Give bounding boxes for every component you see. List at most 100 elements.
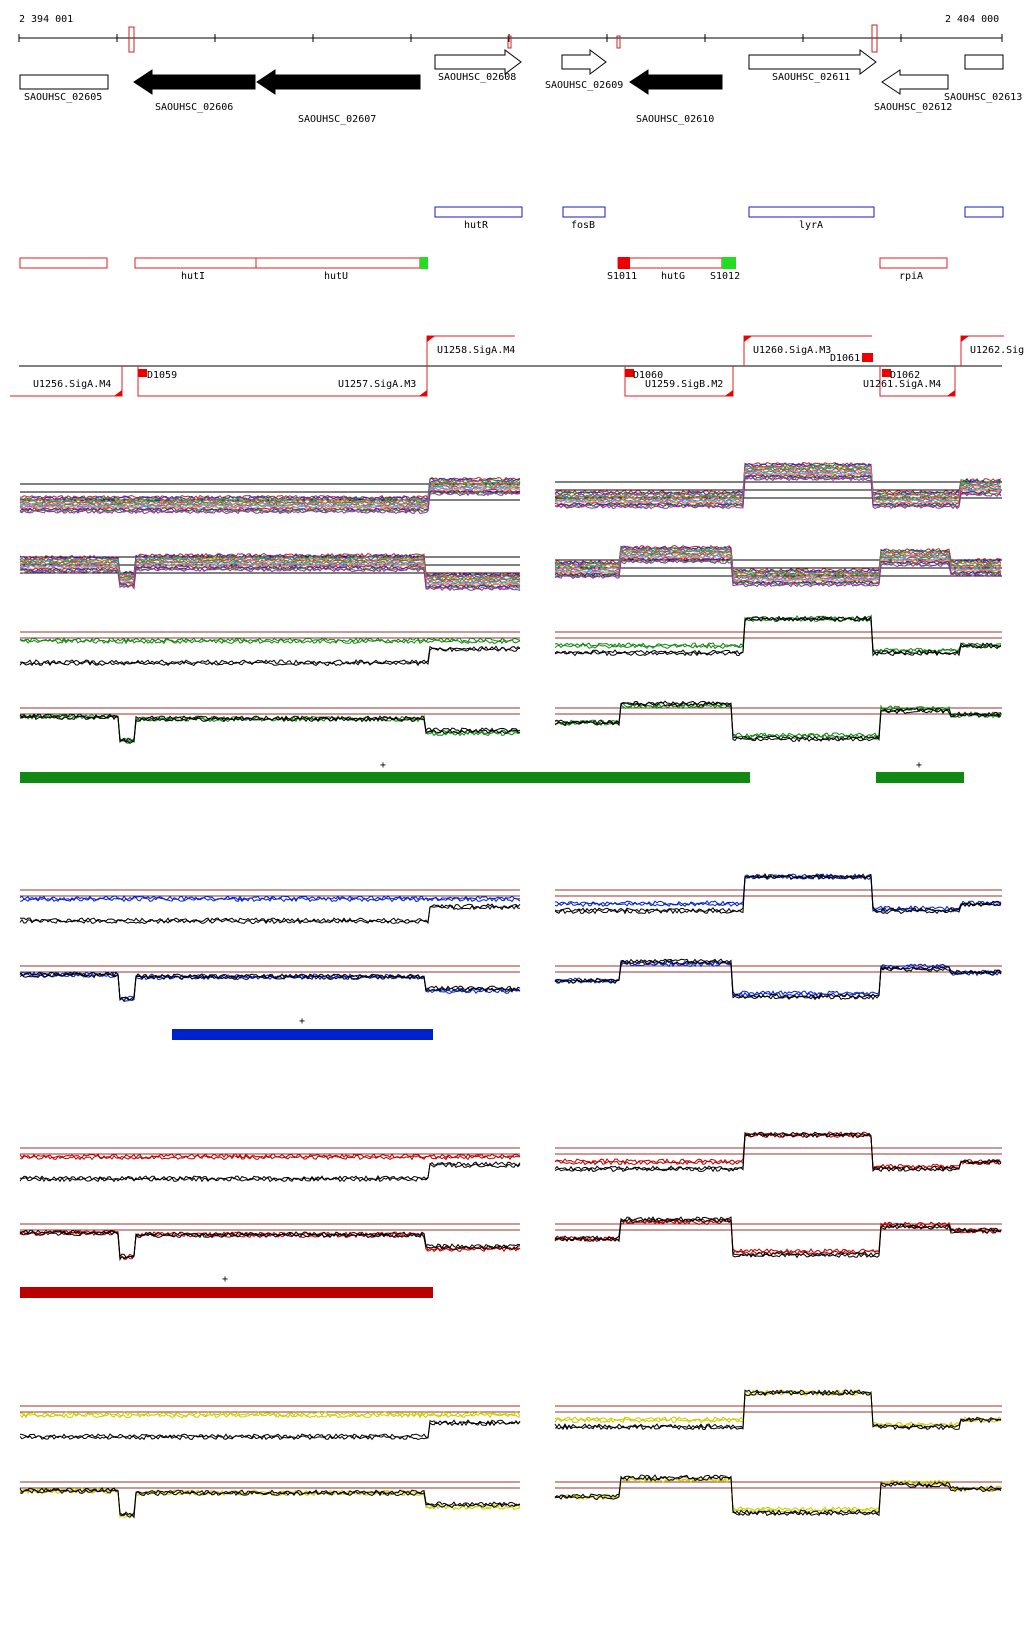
profile-line bbox=[19, 1488, 521, 1519]
gene-label: SAOUHSC_02606 bbox=[155, 102, 233, 113]
profile-line bbox=[19, 486, 521, 509]
gene-saouhsc-02611[interactable] bbox=[748, 49, 877, 75]
profile-line bbox=[19, 1230, 521, 1261]
gene-saouhsc-02608[interactable] bbox=[434, 49, 522, 75]
profile-line bbox=[554, 1391, 1002, 1429]
feature-label: U1257.SigA.M3 bbox=[338, 379, 416, 390]
profile-line bbox=[19, 1231, 521, 1262]
green-strand-bar bbox=[20, 772, 750, 783]
profile-line bbox=[19, 488, 521, 511]
profile-line bbox=[554, 1219, 1002, 1257]
gene-label: SAOUHSC_02605 bbox=[24, 92, 102, 103]
strand-plus-label: + bbox=[916, 760, 922, 771]
red-gene-hutg[interactable] bbox=[617, 257, 723, 269]
feature-flags bbox=[114, 336, 969, 396]
profile-line bbox=[554, 1217, 1002, 1259]
feature-label: U1260.SigA.M3 bbox=[753, 345, 831, 356]
feature-label: U1256.SigA.M4 bbox=[33, 379, 111, 390]
profile-line bbox=[554, 469, 1002, 503]
profile-line bbox=[19, 714, 521, 745]
profile-line bbox=[554, 1218, 1002, 1254]
blue-gene-label: fosB bbox=[571, 220, 595, 231]
green-marker bbox=[420, 257, 428, 269]
strand-plus-label: + bbox=[222, 1274, 228, 1285]
profile-line bbox=[554, 701, 1002, 743]
red-marker-label: S1012 bbox=[710, 271, 740, 282]
red-strand-bar bbox=[20, 1287, 433, 1298]
blue-gene-lyra[interactable] bbox=[748, 206, 875, 218]
red-gene-huti[interactable] bbox=[134, 257, 257, 269]
gene-saouhsc-02607[interactable] bbox=[256, 69, 421, 95]
profile-line bbox=[554, 549, 1002, 578]
strand-plus-label: + bbox=[380, 760, 386, 771]
gene-label: SAOUHSC_02607 bbox=[298, 114, 376, 125]
strand-plus-label: + bbox=[299, 1016, 305, 1027]
blue-gene-fosb[interactable] bbox=[562, 206, 606, 218]
profile-line bbox=[555, 468, 1002, 502]
profile-line bbox=[19, 972, 521, 1002]
profile-line bbox=[554, 1216, 1002, 1257]
profile-line bbox=[19, 567, 521, 592]
red-gene-rpia[interactable] bbox=[879, 257, 948, 269]
feature-label: D1062 bbox=[890, 370, 920, 381]
profile-line bbox=[554, 616, 1002, 655]
gene-saouhsc-02612[interactable] bbox=[881, 69, 949, 95]
profile-line bbox=[554, 1390, 1002, 1431]
green-marker bbox=[722, 257, 736, 269]
profile-line bbox=[554, 462, 1002, 496]
profile-line bbox=[19, 904, 521, 925]
profile-line bbox=[19, 638, 521, 645]
profile-line bbox=[19, 559, 521, 584]
profile-line bbox=[554, 472, 1002, 506]
profile-line bbox=[554, 1475, 1002, 1517]
feature-label: U1258.SigA.M4 bbox=[437, 345, 515, 356]
red-gene-label: hutI bbox=[181, 271, 205, 282]
profile-line bbox=[554, 873, 1002, 913]
gene-saouhsc-02605[interactable] bbox=[19, 74, 109, 90]
blue-gene-partial[interactable] bbox=[964, 206, 1004, 218]
blue-gene-hutr[interactable] bbox=[434, 206, 523, 218]
red-gene-block[interactable] bbox=[19, 257, 108, 269]
profile-line bbox=[19, 895, 521, 901]
blue-strand-bar bbox=[172, 1029, 433, 1040]
gene-label: SAOUHSC_02608 bbox=[438, 72, 516, 83]
gene-label: SAOUHSC_02612 bbox=[874, 102, 952, 113]
feature-label: D1060 bbox=[633, 370, 663, 381]
profile-line bbox=[19, 1420, 521, 1441]
axis-markers bbox=[128, 24, 878, 53]
gene-label: SAOUHSC_02609 bbox=[545, 80, 623, 91]
profile-line bbox=[554, 1132, 1002, 1170]
red-gene-label: hutG bbox=[661, 271, 685, 282]
profile-line bbox=[554, 874, 1002, 913]
blue-gene-label: lyrA bbox=[799, 220, 823, 231]
profile-line bbox=[19, 1412, 521, 1419]
profile-line bbox=[19, 645, 521, 665]
profile-line bbox=[554, 461, 1002, 495]
gene-saouhsc-02613[interactable] bbox=[964, 54, 1004, 70]
gene-saouhsc-02606[interactable] bbox=[133, 69, 256, 95]
gene-saouhsc-02610[interactable] bbox=[629, 69, 723, 95]
feature-label: D1061 bbox=[830, 353, 860, 364]
red-gene-hutu[interactable] bbox=[255, 257, 421, 269]
profile-line bbox=[554, 1474, 1002, 1515]
red-marker bbox=[618, 257, 630, 269]
red-gene-label: rpiA bbox=[899, 271, 923, 282]
feature-label: U1259.SigB.M2 bbox=[645, 379, 723, 390]
profile-line bbox=[554, 874, 1002, 915]
gene-label: SAOUHSC_02613 bbox=[944, 92, 1022, 103]
profile-line bbox=[19, 903, 521, 923]
profile-line bbox=[554, 476, 1002, 510]
profile-line bbox=[19, 1419, 521, 1439]
profile-line bbox=[19, 478, 521, 502]
profile-line bbox=[554, 1389, 1002, 1427]
profile-line bbox=[19, 476, 521, 500]
gene-saouhsc-02609[interactable] bbox=[561, 49, 607, 75]
profile-line bbox=[19, 490, 521, 514]
expression-profiles bbox=[19, 461, 1002, 1519]
gene-track bbox=[19, 49, 1004, 95]
profile-line bbox=[19, 646, 521, 667]
feature-label: D1059 bbox=[147, 370, 177, 381]
feature-label: U1261.SigA.M4 bbox=[863, 379, 941, 390]
profile-line bbox=[554, 558, 1002, 587]
